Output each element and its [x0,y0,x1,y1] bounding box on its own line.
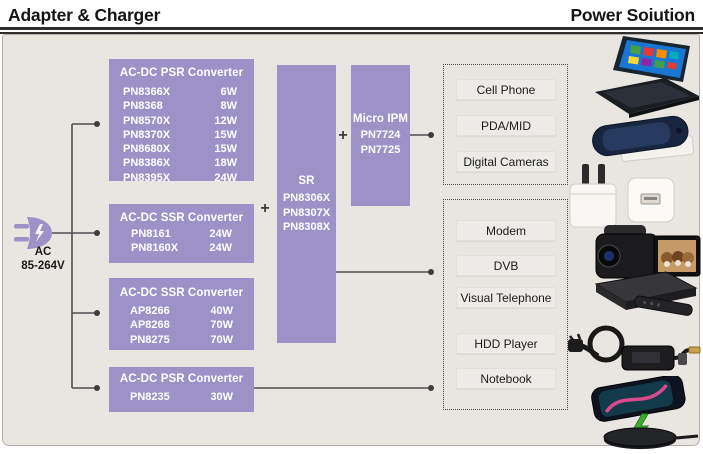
part-number: PN8680X [123,143,171,156]
sr-part: PN8306X [282,192,331,204]
usb-chargers-image [569,164,675,228]
page-subtitle-right: Power Soiution [570,5,695,25]
part-power: 70W [210,319,233,332]
part-row: PN8368 8W [109,99,254,113]
converter-box-title: AC-DC PSR Converter [119,67,244,79]
smartphone-image [592,115,695,162]
part-power: 15W [214,143,237,156]
part-number: PN8161 [131,228,171,240]
converter-box-acdc-ssr-1: AC-DC SSR Converter PN8161 24W PN8160X 24W [109,204,254,263]
header-rule-thin [0,32,703,34]
power-adapter-image [568,325,701,371]
application-group-1 [443,64,568,185]
part-row: PN8275 70W [109,333,254,347]
plus-sign: + [338,127,348,144]
header-rule-thick [0,27,703,30]
part-number: PN8395X [123,171,171,184]
plus-sign: + [260,200,270,217]
converter-box-acdc-psr-2: AC-DC PSR Converter PN8235 30W [109,367,254,412]
part-number: PN8275 [130,333,170,346]
part-number: PN8370X [123,128,171,141]
ac-input-line2: 85-264V [21,259,65,272]
sr-part: PN8307X [282,206,331,219]
app-item-pda-mid: PDA/MID [456,115,556,136]
sr-box: SR PN8306X PN8307X PN8308X [277,65,336,343]
part-number: PN8160X [131,242,179,255]
converter-box-acdc-ssr-2: AC-DC SSR Converter AP8266 40W AP8268 70W … [109,278,254,350]
part-row: PN8395X 24W [109,171,254,185]
part-power: 24W [209,242,232,255]
part-row: PN8386X 18W [109,156,254,170]
part-row: PN8235 30W [109,390,254,404]
part-number: PN8386X [123,157,171,170]
app-item-notebook: Notebook [456,368,556,389]
part-row: PN8370X 15W [109,128,254,142]
part-power: 6W [220,86,238,98]
part-row: PN8570X 12W [109,114,254,128]
part-power: 70W [210,333,233,346]
app-item-visual-telephone: Visual Telephone [456,287,556,308]
micro-ipm-box: Micro IPM PN7724 PN7725 [351,65,410,206]
app-item-hdd-player: HDD Player [456,333,556,354]
ac-input-label: AC 85-264V [6,246,80,273]
sr-part: PN8308X [282,221,331,233]
part-row: PN8161 24W [109,227,254,241]
app-item-cell-phone: Cell Phone [456,79,556,100]
part-number: AP8266 [130,305,170,317]
micro-ipm-part: PN7725 [360,143,401,156]
converter-box-acdc-psr-1: AC-DC PSR Converter PN8366X 6W PN8368 8W P… [109,59,254,184]
part-row: AP8268 70W [109,318,254,332]
part-row: PN8680X 15W [109,142,254,156]
part-row: AP8266 40W [109,304,254,318]
part-number: PN8366X [123,86,171,98]
part-number: PN8235 [130,391,170,403]
part-power: 24W [214,171,237,184]
converter-box-title: AC-DC SSR Converter [119,287,244,299]
app-item-dvb: DVB [456,255,556,276]
app-item-digital-cameras: Digital Cameras [456,151,556,172]
part-power: 40W [210,305,233,317]
converter-box-title: AC-DC SSR Converter [119,212,244,224]
ac-input-line1: AC [34,246,52,258]
application-group-2 [443,199,568,410]
part-row: PN8160X 24W [109,241,254,255]
part-power: 15W [214,128,237,141]
micro-ipm-title: Micro IPM [352,113,409,125]
page-title: Adapter & Charger [8,5,161,25]
part-number: PN8368 [123,100,163,113]
part-row: PN8366X 6W [109,85,254,99]
hdd-player-image [594,271,698,316]
app-item-modem: Modem [456,220,556,241]
part-power: 18W [214,157,237,170]
part-number: AP8268 [130,319,170,332]
sr-box-title: SR [298,175,315,187]
wireless-charger-image [591,376,699,449]
part-power: 12W [214,114,237,127]
micro-ipm-part: PN7724 [360,129,401,141]
part-power: 8W [220,100,238,113]
part-number: PN8570X [123,114,171,127]
camcorder-image [595,225,701,279]
ac-plug-icon [14,217,52,249]
notebook-image [595,36,699,118]
part-power: 30W [210,391,233,403]
part-power: 24W [209,228,232,240]
converter-box-title: AC-DC PSR Converter [119,373,244,385]
